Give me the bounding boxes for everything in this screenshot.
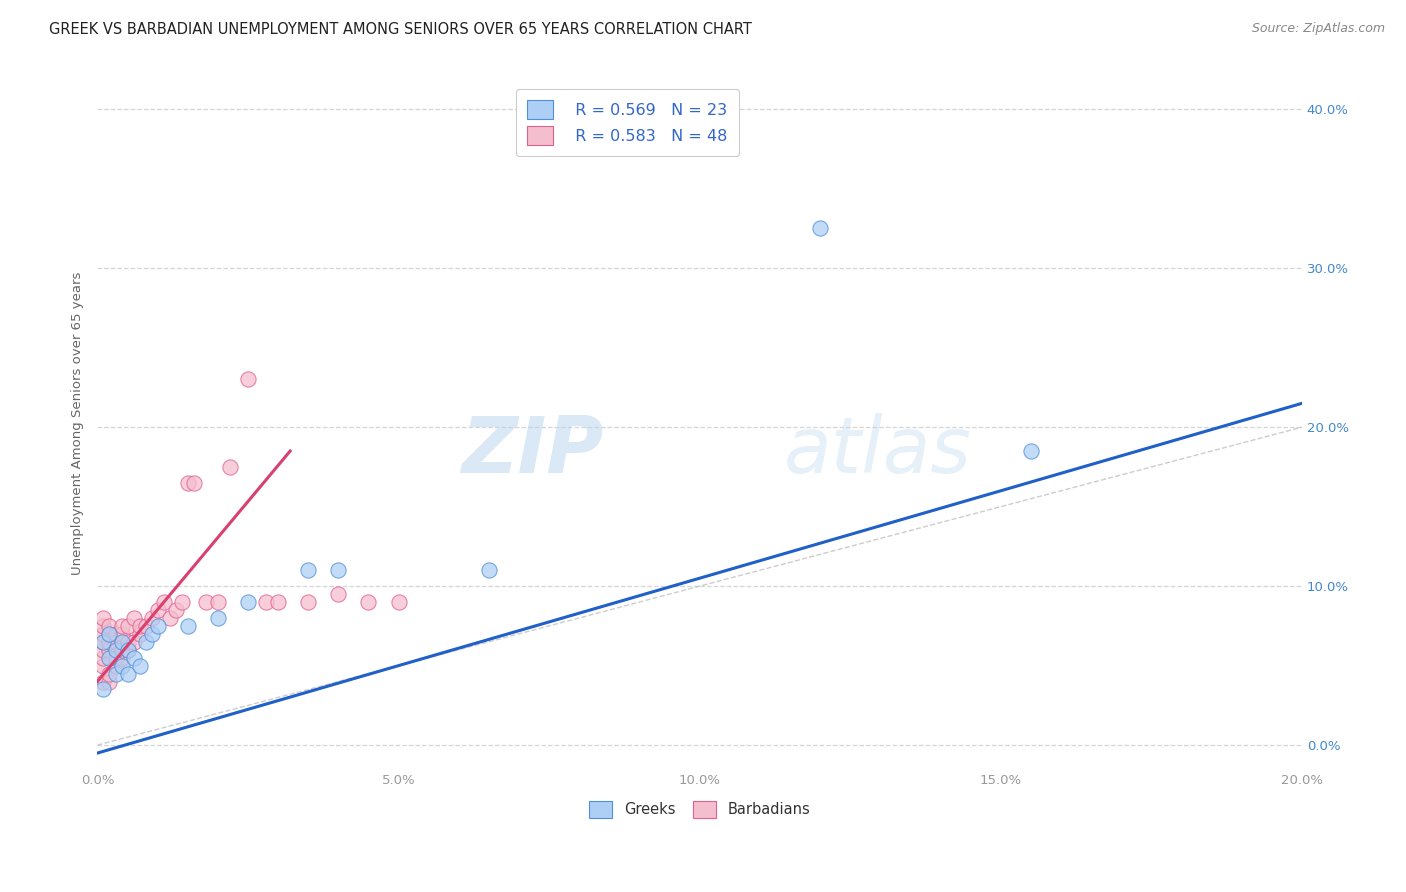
Point — [117, 666, 139, 681]
Point — [93, 674, 115, 689]
Point — [98, 650, 121, 665]
Text: GREEK VS BARBADIAN UNEMPLOYMENT AMONG SENIORS OVER 65 YEARS CORRELATION CHART: GREEK VS BARBADIAN UNEMPLOYMENT AMONG SE… — [49, 22, 752, 37]
Point — [98, 634, 121, 648]
Point — [110, 634, 132, 648]
Point — [177, 475, 200, 490]
Point — [104, 658, 127, 673]
Point — [159, 611, 181, 625]
Point — [1019, 444, 1042, 458]
Point — [297, 595, 319, 609]
Point — [117, 619, 139, 633]
Point — [93, 642, 115, 657]
Point — [267, 595, 290, 609]
Point — [128, 627, 150, 641]
Point — [135, 619, 157, 633]
Point — [194, 595, 217, 609]
Point — [117, 642, 139, 657]
Point — [98, 619, 121, 633]
Point — [236, 372, 259, 386]
Point — [98, 627, 121, 641]
Point — [110, 619, 132, 633]
Point — [141, 611, 163, 625]
Point — [98, 666, 121, 681]
Point — [110, 650, 132, 665]
Point — [93, 634, 115, 648]
Y-axis label: Unemployment Among Seniors over 65 years: Unemployment Among Seniors over 65 years — [72, 271, 84, 574]
Point — [387, 595, 409, 609]
Point — [122, 634, 145, 648]
Point — [104, 666, 127, 681]
Point — [808, 221, 831, 235]
Point — [207, 595, 229, 609]
Point — [104, 634, 127, 648]
Point — [93, 611, 115, 625]
Point — [93, 658, 115, 673]
Point — [165, 603, 187, 617]
Point — [98, 627, 121, 641]
Point — [117, 634, 139, 648]
Point — [93, 650, 115, 665]
Point — [170, 595, 193, 609]
Point — [104, 627, 127, 641]
Point — [236, 595, 259, 609]
Point — [254, 595, 277, 609]
Text: ZIP: ZIP — [461, 413, 603, 489]
Point — [183, 475, 205, 490]
Point — [93, 627, 115, 641]
Point — [135, 634, 157, 648]
Point — [104, 642, 127, 657]
Point — [478, 563, 501, 577]
Point — [219, 459, 242, 474]
Point — [177, 619, 200, 633]
Point — [110, 642, 132, 657]
Point — [98, 642, 121, 657]
Point — [122, 650, 145, 665]
Point — [98, 674, 121, 689]
Point — [122, 611, 145, 625]
Point — [128, 658, 150, 673]
Point — [117, 642, 139, 657]
Point — [110, 627, 132, 641]
Point — [93, 619, 115, 633]
Text: atlas: atlas — [785, 413, 972, 489]
Legend: Greeks, Barbadians: Greeks, Barbadians — [583, 796, 817, 824]
Text: Source: ZipAtlas.com: Source: ZipAtlas.com — [1251, 22, 1385, 36]
Point — [357, 595, 380, 609]
Point — [93, 682, 115, 697]
Point — [328, 563, 350, 577]
Point — [297, 563, 319, 577]
Point — [146, 619, 169, 633]
Point — [110, 658, 132, 673]
Point — [207, 611, 229, 625]
Point — [146, 603, 169, 617]
Point — [152, 595, 174, 609]
Point — [328, 587, 350, 601]
Point — [141, 627, 163, 641]
Point — [93, 634, 115, 648]
Point — [128, 619, 150, 633]
Point — [104, 650, 127, 665]
